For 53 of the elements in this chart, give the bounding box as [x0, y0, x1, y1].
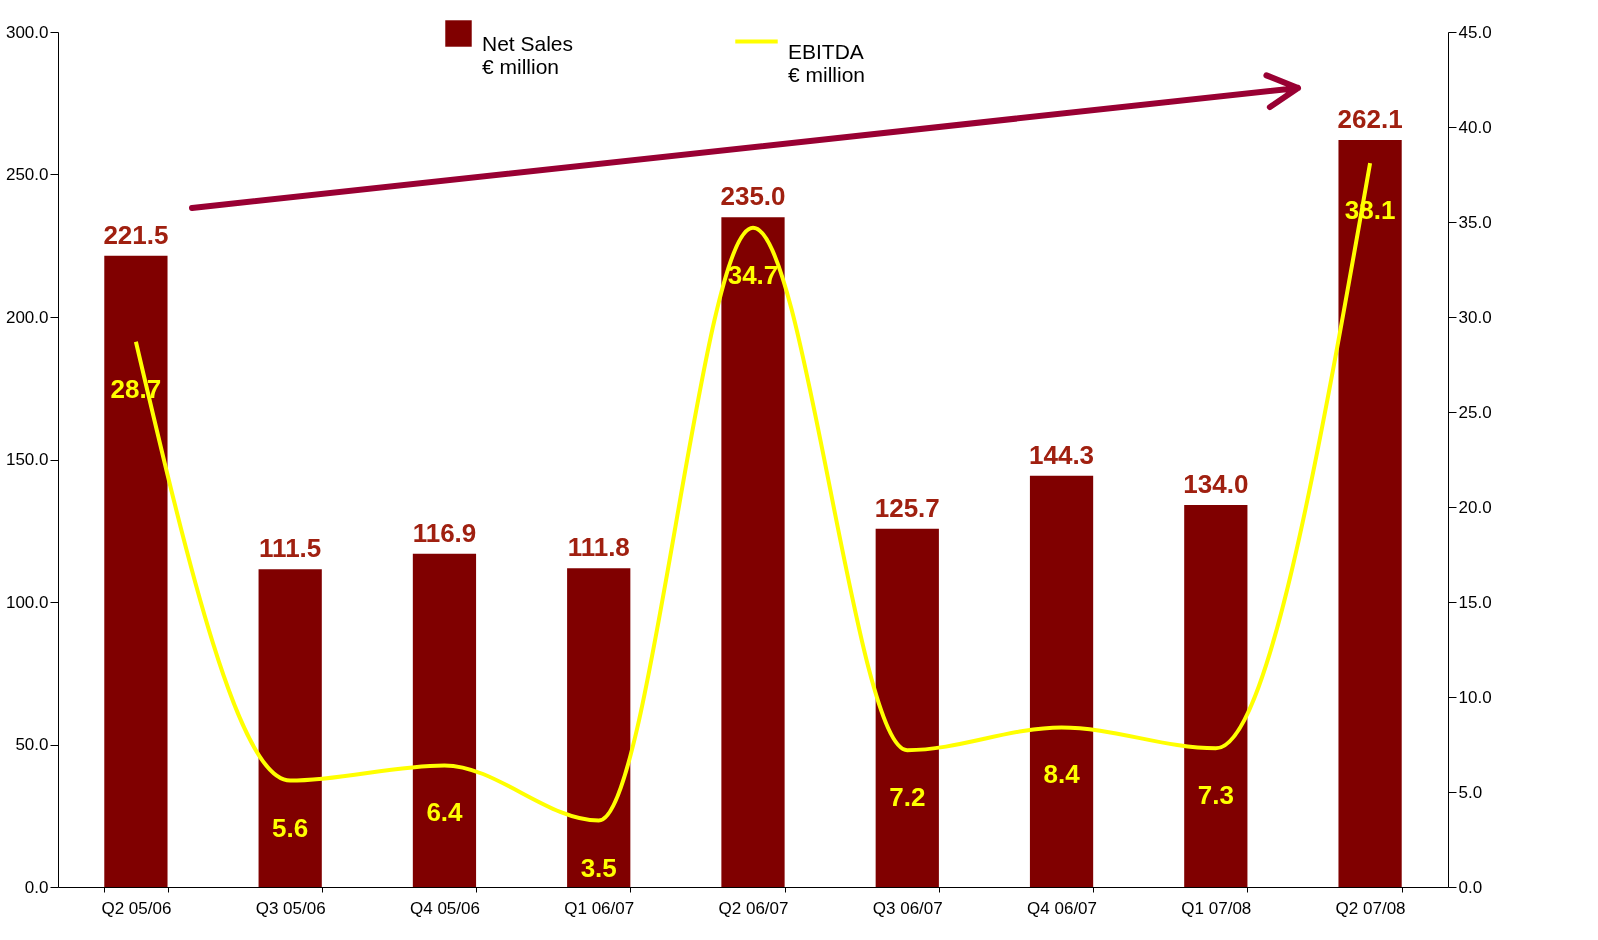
x-tick-label: Q2 07/08: [1335, 898, 1406, 918]
x-tick-label: Q4 05/06: [409, 898, 480, 918]
data-label: 111.5: [259, 533, 322, 564]
legend-label: EBITDA € million: [788, 39, 866, 86]
bar: [721, 217, 785, 887]
bar: [1338, 140, 1402, 887]
data-label: 221.5: [103, 219, 169, 250]
y2-tick-label: 40.0: [1458, 117, 1492, 137]
y2-tick-label: 15.0: [1458, 592, 1492, 612]
y-tick-label: 250.0: [5, 165, 49, 184]
y2-tick-label: 20.0: [1458, 497, 1492, 517]
bar: [567, 568, 631, 887]
y2-tick-label: 25.0: [1458, 402, 1492, 422]
x-tick-label: Q1 06/07: [564, 898, 635, 918]
data-label: 7.3: [1197, 780, 1234, 811]
y2-tick-label: 10.0: [1458, 687, 1492, 707]
data-label: 34.7: [727, 259, 779, 290]
data-label: 235.0: [720, 181, 786, 212]
bar: [104, 255, 168, 887]
data-label: 144.3: [1029, 439, 1095, 470]
y-tick-label: 100.0: [5, 592, 49, 612]
y2-tick-label: 0.0: [1458, 877, 1483, 897]
x-tick-label: Q4 06/07: [1027, 898, 1098, 918]
data-label: 134.0: [1183, 469, 1249, 500]
y2-tick-label: 35.0: [1458, 212, 1492, 232]
y-tick-label: 150.0: [5, 450, 49, 469]
data-label: 116.9: [412, 517, 477, 548]
x-tick-label: Q2 05/06: [101, 898, 172, 918]
y2-tick-label: 30.0: [1458, 307, 1492, 327]
data-label: 262.1: [1337, 104, 1403, 135]
legend-label: Net Sales € million: [482, 31, 574, 78]
data-label: 8.4: [1043, 759, 1081, 790]
data-label: 7.2: [889, 782, 926, 813]
bar: [412, 553, 477, 887]
x-tick-label: Q2 06/07: [718, 898, 789, 918]
y2-tick-label: 45.0: [1458, 22, 1492, 42]
x-tick-label: Q3 05/06: [255, 898, 326, 918]
x-tick-label: Q3 06/07: [872, 898, 943, 918]
y-tick-label: 200.0: [5, 307, 49, 327]
bar: [1029, 475, 1094, 887]
data-label: 6.4: [426, 797, 464, 828]
data-label: 125.7: [874, 492, 940, 523]
data-label: 111.8: [567, 532, 630, 563]
y-tick-label: 300.0: [5, 22, 49, 42]
y-tick-label: 0.0: [24, 877, 49, 897]
data-label: 5.6: [272, 812, 309, 843]
bar: [1184, 505, 1248, 887]
bar: [258, 569, 322, 887]
data-label: 3.5: [580, 852, 617, 883]
y2-tick-label: 5.0: [1458, 782, 1483, 802]
x-tick-label: Q1 07/08: [1181, 898, 1252, 918]
bar: [875, 528, 939, 887]
y-tick-label: 50.0: [15, 735, 49, 754]
